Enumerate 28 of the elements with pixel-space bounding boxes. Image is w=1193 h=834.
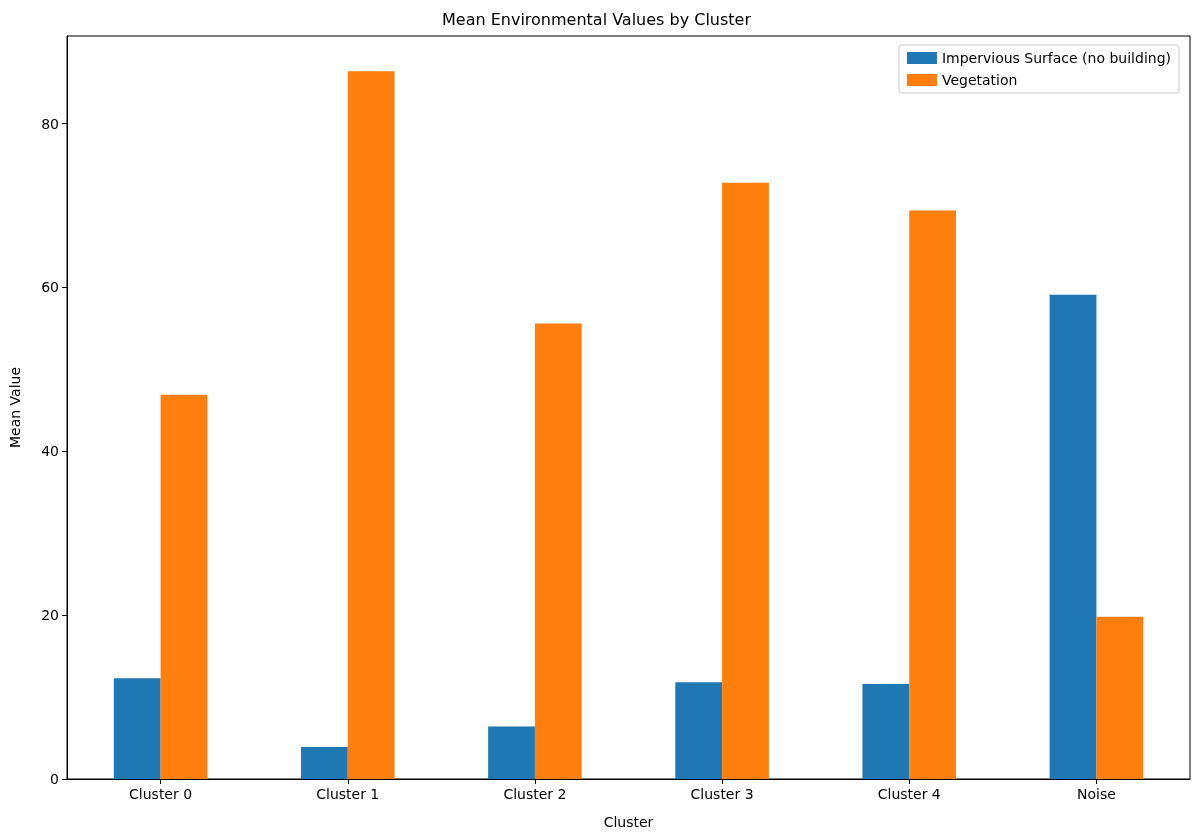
x-tick-label: Cluster 2 — [503, 786, 567, 802]
x-axis-title: Cluster — [603, 814, 654, 830]
x-tick-label: Cluster 3 — [690, 786, 754, 802]
bar — [160, 394, 208, 779]
bar — [1049, 294, 1097, 779]
bar — [1096, 616, 1144, 779]
legend-label: Vegetation — [941, 72, 1018, 88]
bar — [675, 682, 723, 779]
bar — [347, 71, 395, 779]
bar — [300, 747, 348, 779]
y-tick-label: 0 — [50, 771, 59, 787]
x-tick-label: Cluster 4 — [877, 786, 941, 802]
y-tick-label: 40 — [41, 443, 59, 460]
y-tick-label: 60 — [41, 279, 59, 296]
bar — [113, 678, 161, 779]
y-axis-title: Mean Value — [7, 366, 23, 449]
bar — [722, 182, 769, 779]
x-tick-label: Cluster 1 — [316, 786, 380, 802]
legend-label: Impervious Surface (no building) — [941, 50, 1172, 66]
y-tick-label: 20 — [41, 607, 59, 624]
y-tick-label: 80 — [41, 115, 59, 132]
bar — [862, 683, 910, 779]
bar — [909, 210, 957, 779]
x-tick-label: Cluster 0 — [129, 786, 193, 802]
bar — [534, 323, 582, 779]
bar — [488, 726, 535, 779]
x-tick-label: Noise — [1076, 786, 1116, 802]
chart-title: Mean Environmental Values by Cluster — [441, 9, 752, 29]
